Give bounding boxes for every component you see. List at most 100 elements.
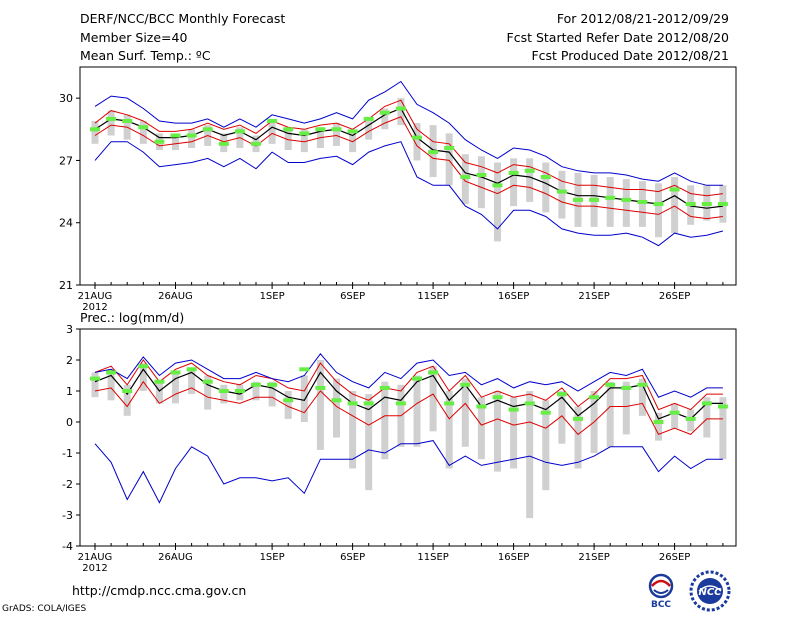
prec-obs-mark-25 — [492, 395, 503, 400]
website-url[interactable]: http://cmdp.ncc.cma.gov.cn — [72, 583, 247, 598]
temp-xtick-label-1: 26AUG — [158, 291, 193, 302]
grads-credit: GrADS: COLA/IGES — [2, 604, 87, 614]
prec-obs-mark-5 — [170, 370, 181, 375]
prec-obs-mark-35 — [653, 420, 664, 424]
prec-obs-mark-8 — [218, 389, 229, 393]
prec-range-box-32 — [606, 381, 614, 447]
prec-obs-mark-29 — [556, 392, 567, 397]
temp-obs-mark-33 — [621, 197, 632, 202]
prec-xtick-label-3: 6SEP — [340, 552, 365, 563]
temp-xtick-label-7: 26SEP — [659, 291, 690, 302]
temp-obs-mark-21 — [428, 150, 439, 155]
prec-range-box-10 — [252, 381, 260, 401]
member-size: Member Size=40 — [80, 30, 188, 45]
prec-obs-mark-7 — [202, 379, 213, 384]
prec-range-box-33 — [622, 381, 630, 435]
prec-series-mean-spread — [94, 359, 723, 411]
prec-range-box-11 — [268, 381, 276, 407]
prec-range-box-1 — [107, 369, 115, 401]
prec-series-ensemble-mean — [94, 368, 723, 420]
prec-obs-mark-9 — [234, 389, 245, 393]
prec-range-box-38 — [703, 397, 711, 438]
temp-obs-mark-13 — [299, 131, 310, 136]
prec-range-box-36 — [671, 403, 679, 429]
prec-obs-mark-19 — [395, 401, 406, 406]
temp-series-ensemble-max — [94, 80, 723, 186]
prec-range-box-5 — [172, 372, 179, 404]
temp-obs-mark-9 — [234, 129, 245, 134]
temp-obs-mark-6 — [186, 133, 197, 138]
prec-ytick-label-3: -1 — [62, 447, 73, 460]
prec-range-box-35 — [655, 412, 662, 441]
temp-obs-mark-20 — [412, 135, 422, 140]
prec-range-box-14 — [316, 360, 324, 450]
prec-range-box-30 — [574, 406, 582, 469]
bcc-logo: BCC — [640, 572, 682, 614]
temp-obs-mark-4 — [154, 139, 165, 144]
temp-obs-mark-27 — [524, 168, 535, 173]
prec-obs-mark-27 — [524, 401, 535, 406]
temp-obs-mark-14 — [315, 127, 326, 132]
temp-obs-mark-30 — [573, 197, 583, 202]
temp-range-box-24 — [477, 156, 485, 209]
prec-series-mean-spread — [94, 380, 723, 436]
prec-range-box-6 — [188, 369, 196, 395]
temp-series-mean-spread — [94, 116, 723, 220]
temp-range-box-35 — [655, 183, 662, 238]
prec-obs-mark-2 — [122, 389, 133, 393]
temp-range-box-1 — [107, 110, 115, 136]
variable-label: Mean Surf. Temp.: ºC — [80, 48, 211, 63]
prec-obs-mark-39 — [717, 404, 728, 409]
temp-ytick-label-2: 27 — [59, 154, 73, 167]
temp-range-box-22 — [445, 133, 453, 186]
prec-range-box-18 — [381, 381, 389, 460]
forecast-period: For 2012/08/21-2012/09/29 — [556, 11, 729, 26]
temp-obs-mark-26 — [508, 170, 519, 175]
prec-xtick-label-1: 26AUG — [158, 552, 193, 563]
prec-obs-mark-0 — [90, 376, 100, 381]
temp-obs-mark-32 — [605, 195, 616, 200]
prec-obs-mark-4 — [154, 379, 165, 384]
temp-obs-mark-34 — [637, 199, 648, 204]
prec-range-box-29 — [558, 391, 566, 444]
prec-obs-mark-22 — [444, 401, 455, 406]
prec-xtick-label-5: 16SEP — [498, 552, 529, 563]
temp-range-box-36 — [671, 177, 679, 234]
prec-obs-mark-34 — [637, 382, 648, 387]
temp-obs-mark-36 — [669, 187, 680, 192]
prec-obs-mark-17 — [363, 401, 374, 406]
prec-obs-mark-6 — [186, 367, 197, 372]
prec-obs-mark-11 — [267, 382, 278, 387]
temp-range-box-0 — [91, 120, 99, 144]
temp-range-box-15 — [333, 123, 340, 146]
prec-obs-mark-31 — [589, 395, 600, 400]
prec-obs-mark-26 — [508, 407, 519, 412]
temp-obs-mark-22 — [444, 145, 455, 150]
prec-range-box-20 — [413, 375, 421, 447]
prec-panel-title: Prec.: log(mm/d) — [80, 310, 184, 325]
temp-obs-mark-18 — [379, 110, 390, 115]
temp-range-box-13 — [300, 129, 308, 153]
temp-obs-mark-29 — [556, 189, 567, 194]
temp-plot-frame — [79, 66, 737, 286]
temp-xtick-label-6: 21SEP — [578, 291, 609, 302]
prec-year-label: 2012 — [82, 563, 107, 574]
temp-obs-mark-0 — [90, 127, 100, 132]
prec-obs-mark-13 — [299, 367, 310, 372]
temp-range-box-3 — [139, 120, 147, 144]
temp-obs-mark-39 — [717, 202, 728, 207]
temp-xtick-label-2: 1SEP — [260, 291, 285, 302]
prec-xtick-label-2: 1SEP — [260, 552, 285, 563]
temp-range-box-29 — [558, 170, 566, 219]
temp-range-box-18 — [381, 108, 389, 130]
temp-obs-mark-19 — [395, 106, 406, 111]
temp-range-box-23 — [461, 154, 469, 205]
temp-range-box-27 — [526, 158, 534, 202]
prec-ytick-label-0: -4 — [62, 540, 73, 553]
temp-obs-mark-11 — [267, 118, 278, 123]
prec-range-box-26 — [510, 397, 518, 469]
prec-range-box-4 — [155, 381, 163, 404]
prec-range-box-12 — [284, 391, 292, 419]
prec-range-box-15 — [333, 378, 340, 438]
